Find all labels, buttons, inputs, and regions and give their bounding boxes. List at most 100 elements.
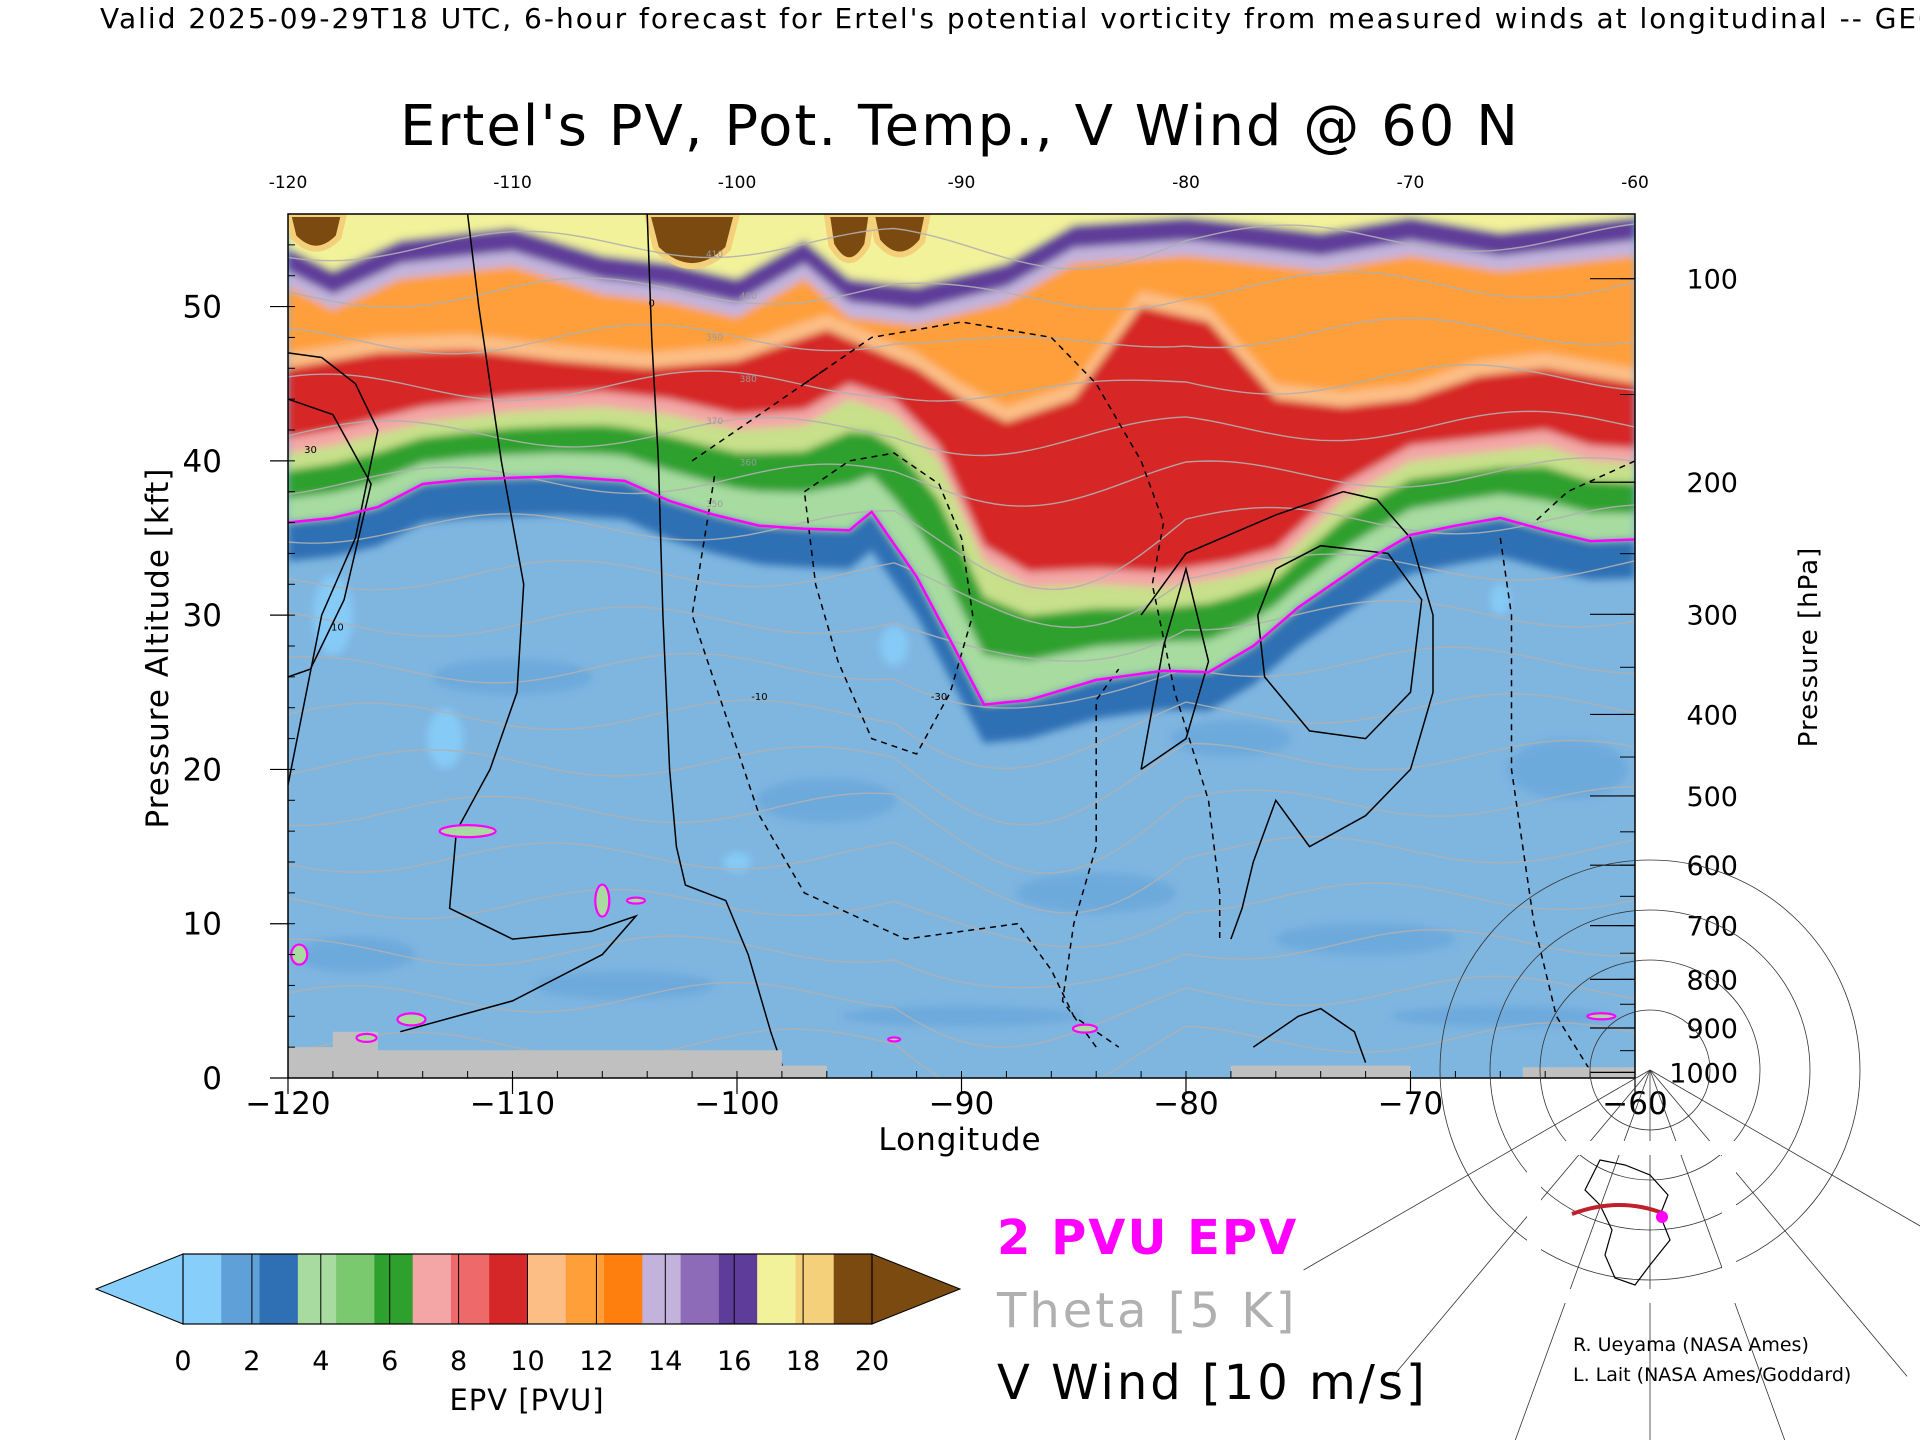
vwind-label: -10 bbox=[751, 692, 767, 703]
band-salmon bbox=[288, 291, 1635, 423]
theta-contour bbox=[288, 457, 1635, 507]
colorbar-segment bbox=[833, 1254, 873, 1324]
theta-label: 380 bbox=[740, 375, 757, 385]
vwind-contour-10 bbox=[288, 352, 379, 786]
colorbar-tick-label: 6 bbox=[381, 1346, 398, 1377]
theta-contour bbox=[288, 835, 1635, 914]
tropo-mottle bbox=[295, 936, 416, 973]
longitude-axis: −120 −110 −100 −90 −80 −70 −60 bbox=[245, 1071, 1668, 1122]
band-orange bbox=[288, 255, 1635, 407]
locator-meridian bbox=[1649, 1069, 1920, 1227]
vwind-contours: 0 10 30 -10 -30 bbox=[288, 214, 1635, 1078]
colorbar-segment bbox=[680, 1254, 720, 1324]
y-axis-label: Pressure Altitude [kft] bbox=[140, 468, 176, 829]
top-tick-label: -70 bbox=[1397, 173, 1425, 193]
epv-bands bbox=[288, 214, 1635, 1027]
plot-area: 350 360 370 380 390 400 410 0 10 30 -10 -30 bbox=[288, 214, 1635, 1078]
colorbar-tick-label: 8 bbox=[450, 1346, 467, 1377]
x-tick-label: −90 bbox=[929, 1086, 994, 1122]
locator-meridian bbox=[1392, 1069, 1651, 1377]
vwind-contour-30 bbox=[288, 398, 372, 678]
colorbar-high-arrow bbox=[871, 1253, 962, 1325]
x-tick-label: −120 bbox=[245, 1086, 330, 1122]
y-tick-label: 50 bbox=[183, 290, 222, 326]
theta-contour bbox=[288, 786, 1635, 874]
locator-meridian bbox=[1514, 1069, 1651, 1440]
colorbar-segment bbox=[527, 1254, 567, 1324]
theta-contour bbox=[288, 599, 1635, 662]
colorbar-segment bbox=[183, 1254, 222, 1324]
pv2-contour bbox=[288, 475, 1635, 706]
theta-contour bbox=[288, 553, 1635, 629]
credit-1: R. Ueyama (NASA Ames) bbox=[1573, 1334, 1809, 1356]
tropo-light-cell bbox=[312, 575, 353, 656]
theta-label: 370 bbox=[706, 417, 723, 427]
theta-contour bbox=[288, 1022, 1635, 1078]
theta-contour bbox=[288, 410, 1635, 457]
vwind-contour-neg10-lower bbox=[691, 476, 1120, 1048]
top-tick-label: -80 bbox=[1172, 173, 1200, 193]
vwind-contour-10-east bbox=[1257, 544, 1423, 740]
locator-map bbox=[1303, 859, 1920, 1440]
pressure-tick-label: 1000 bbox=[1669, 1058, 1738, 1089]
colorbar-segment bbox=[336, 1254, 375, 1324]
band-red bbox=[288, 306, 1635, 572]
colorbar-segment bbox=[450, 1254, 490, 1324]
colorbar-segment bbox=[795, 1254, 835, 1324]
top-longitude-ticks: -120 -110 -100 -90 -80 -70 -60 bbox=[269, 173, 1649, 193]
vwind-contour-neg10 bbox=[803, 321, 1221, 940]
high-pv-cell bbox=[644, 214, 741, 270]
theta-label: 390 bbox=[706, 334, 723, 344]
pressure-tick-label: 100 bbox=[1686, 265, 1738, 296]
tropo-light-cell bbox=[1490, 583, 1511, 616]
colorbar-tick-label: 10 bbox=[510, 1346, 544, 1377]
locator-meridian bbox=[1649, 1069, 1908, 1377]
terrain-mask bbox=[288, 1031, 1635, 1078]
y-tick-label: 30 bbox=[183, 598, 222, 634]
theta-contour bbox=[288, 975, 1635, 1048]
theta-label: 400 bbox=[740, 292, 757, 302]
colorbar-tick-label: 0 bbox=[174, 1346, 191, 1377]
locator-meridian bbox=[1649, 1069, 1786, 1440]
theta-contour bbox=[288, 223, 1635, 270]
colorbar-tick-label: 20 bbox=[855, 1346, 889, 1377]
vwind-contour-0-low bbox=[1252, 1007, 1367, 1063]
top-tick-label: -90 bbox=[948, 173, 976, 193]
legend-pv2: 2 PVU EPV bbox=[997, 1210, 1299, 1266]
pv2-cell bbox=[1586, 1012, 1617, 1021]
x-tick-label: −60 bbox=[1602, 1086, 1667, 1122]
colorbar-segment bbox=[489, 1254, 528, 1324]
vwind-contour-0-east2 bbox=[1140, 490, 1434, 940]
x-tick-label: −110 bbox=[470, 1086, 555, 1122]
theta-contour bbox=[288, 363, 1635, 402]
pv2-cell bbox=[396, 1012, 427, 1027]
theta-contour bbox=[288, 317, 1635, 355]
colorbar-tick-label: 2 bbox=[243, 1346, 260, 1377]
band-yellow bbox=[288, 214, 1635, 287]
pressure-tick-label: 200 bbox=[1686, 468, 1738, 499]
y-tick-label: 40 bbox=[183, 444, 222, 480]
band-pink bbox=[288, 383, 1635, 588]
tropo-mottle bbox=[1170, 720, 1291, 757]
theta-label: 360 bbox=[740, 458, 757, 468]
tropo-mottle bbox=[756, 778, 897, 823]
y-tick-label: 0 bbox=[202, 1061, 222, 1097]
theta-contour bbox=[288, 504, 1635, 591]
high-pv-cell bbox=[823, 214, 875, 264]
vwind-label: 30 bbox=[304, 445, 317, 456]
colorbar: 0 2 4 6 8 10 12 14 16 18 20 bbox=[94, 1253, 962, 1377]
colorbar-segment bbox=[412, 1254, 452, 1324]
vwind-contour-0-small bbox=[1140, 565, 1210, 771]
terrain-fill bbox=[288, 1031, 1635, 1078]
x-tick-label: −100 bbox=[694, 1086, 779, 1122]
colorbar-segment bbox=[757, 1254, 796, 1324]
colorbar-segment bbox=[221, 1254, 261, 1324]
top-tick-label: -120 bbox=[269, 173, 308, 193]
vwind-contour-neg10-b bbox=[1061, 668, 1120, 1048]
legend-vwind: V Wind [10 m/s] bbox=[997, 1355, 1428, 1411]
top-tick-label: -110 bbox=[493, 173, 532, 193]
colorbar-segment bbox=[718, 1254, 758, 1324]
pv2-cell bbox=[1071, 1023, 1099, 1034]
vwind-contour-neg10-east bbox=[1499, 537, 1591, 1071]
